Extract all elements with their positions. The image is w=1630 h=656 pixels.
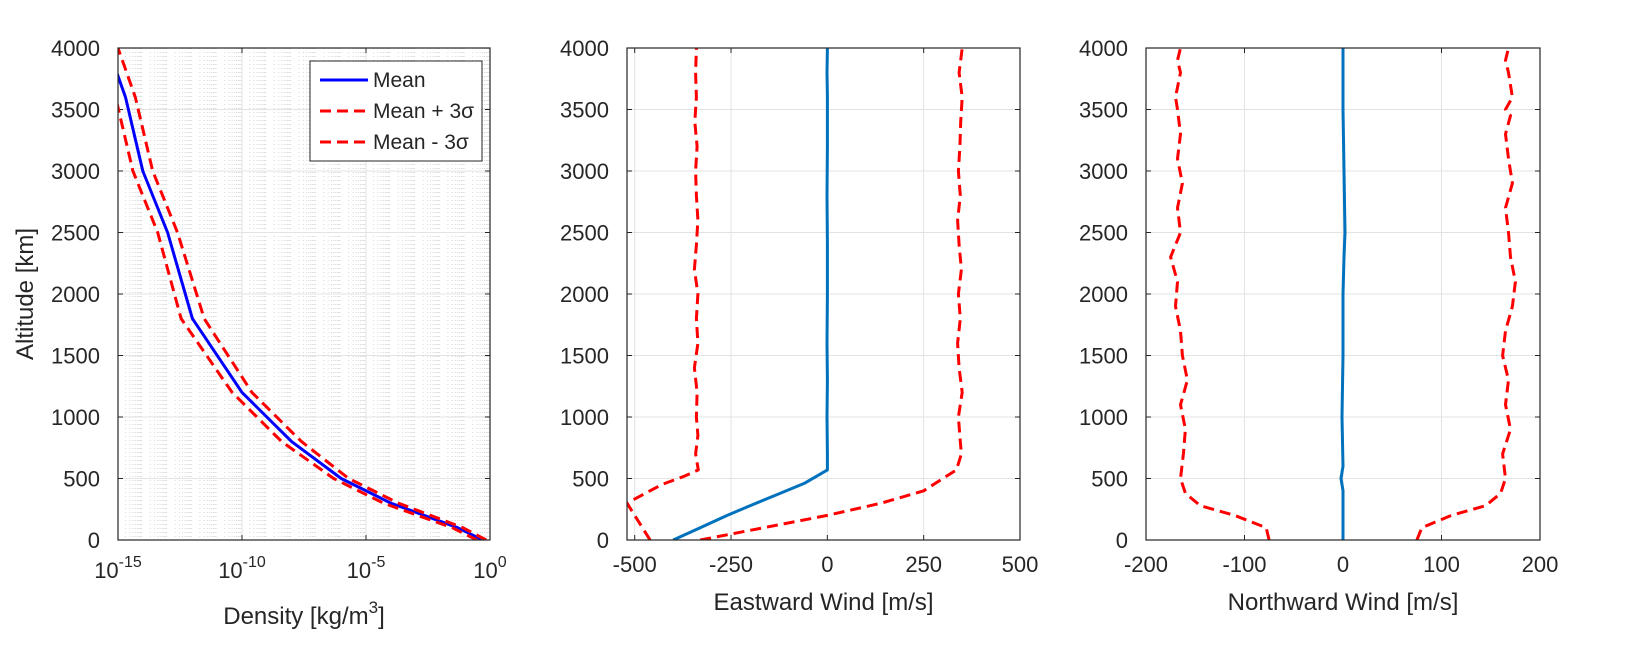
series-line-1 <box>672 48 829 540</box>
x-tick-base: 10 <box>218 558 242 583</box>
y-tick-label: 3000 <box>560 159 609 184</box>
legend-label-3: Mean - 3σ <box>373 131 469 154</box>
x-tick-label: 200 <box>1522 552 1559 577</box>
series-line-2 <box>118 48 487 540</box>
x-tick-label: -200 <box>1124 552 1168 577</box>
x-axis-label: Density [kg/m3] <box>223 598 385 630</box>
y-tick-label: 3000 <box>1079 159 1128 184</box>
x-tick-label: 100 <box>1423 552 1460 577</box>
x-tick-exponent: 0 <box>498 554 507 571</box>
y-tick-label: 1000 <box>560 405 609 430</box>
y-axis-label: Altitude [km] <box>12 228 39 360</box>
y-tick-label: 3500 <box>51 98 100 123</box>
series-line-3 <box>118 100 478 540</box>
series-line-3 <box>627 48 700 540</box>
x-tick-label: 250 <box>905 552 942 577</box>
x-tick-base: 10 <box>473 558 497 583</box>
y-tick-label: 500 <box>572 467 609 492</box>
y-tick-label: 1500 <box>560 344 609 369</box>
x-axis-label-tail: ] <box>378 603 385 630</box>
y-tick-label: 1000 <box>1079 405 1128 430</box>
x-tick-label: -100 <box>1222 552 1266 577</box>
y-tick-label: 3500 <box>560 98 609 123</box>
axes-box <box>1145 47 1541 541</box>
series-line-1 <box>118 71 484 540</box>
y-tick-label: 0 <box>597 528 609 553</box>
y-tick-label: 1500 <box>51 344 100 369</box>
x-tick-exponent: -10 <box>243 554 266 571</box>
x-axis-label-sup: 3 <box>369 598 378 617</box>
axes-box <box>626 47 1021 541</box>
y-tick-label: 2000 <box>560 282 609 307</box>
x-tick-label: 0 <box>821 552 833 577</box>
series-line-2 <box>699 48 964 540</box>
y-tick-label: 2500 <box>1079 221 1128 246</box>
y-tick-label: 500 <box>63 467 100 492</box>
legend: Mean Mean + 3σ Mean - 3σ <box>309 60 483 162</box>
x-tick-label: -250 <box>709 552 753 577</box>
legend-label-2: Mean + 3σ <box>373 100 474 123</box>
x-tick-exponent: -15 <box>119 554 142 571</box>
x-axis-label: Eastward Wind [m/s] <box>713 589 933 616</box>
x-axis-label: Northward Wind [m/s] <box>1228 589 1459 616</box>
x-tick-label: 10-5 <box>347 554 386 583</box>
y-tick-label: 1000 <box>51 405 100 430</box>
x-tick-exponent: -5 <box>371 554 385 571</box>
legend-label-1: Mean <box>373 69 426 92</box>
y-tick-label: 4000 <box>1079 36 1128 61</box>
y-tick-label: 3500 <box>1079 98 1128 123</box>
y-tick-label: 0 <box>1116 528 1128 553</box>
x-axis-label-main: Density [kg/m <box>223 603 368 630</box>
y-tick-label: 2500 <box>560 221 609 246</box>
x-tick-label: 0 <box>1337 552 1349 577</box>
y-tick-label: 1500 <box>1079 344 1128 369</box>
x-tick-base: 10 <box>347 558 371 583</box>
series-line-2 <box>1415 48 1517 540</box>
y-tick-label: 3000 <box>51 159 100 184</box>
y-tick-label: 2000 <box>1079 282 1128 307</box>
y-tick-label: 0 <box>88 528 100 553</box>
x-tick-base: 10 <box>94 558 118 583</box>
x-tick-label: -500 <box>613 552 657 577</box>
x-tick-label: 500 <box>1002 552 1039 577</box>
x-tick-label: 10-15 <box>94 554 142 583</box>
y-tick-label: 4000 <box>51 36 100 61</box>
y-tick-label: 2000 <box>51 282 100 307</box>
x-tick-label: 10-10 <box>218 554 266 583</box>
series-line-1 <box>1339 48 1347 540</box>
y-tick-label: 2500 <box>51 221 100 246</box>
axes-box <box>117 47 491 541</box>
series-line-3 <box>1169 48 1271 540</box>
x-tick-label: 100 <box>473 554 506 583</box>
y-tick-label: 500 <box>1091 467 1128 492</box>
y-tick-label: 4000 <box>560 36 609 61</box>
